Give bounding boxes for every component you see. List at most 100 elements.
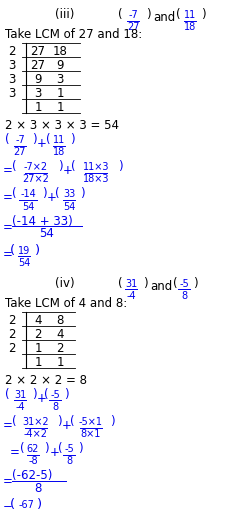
Text: 1: 1 <box>56 87 64 100</box>
Text: ): ) <box>143 277 148 290</box>
Text: 3: 3 <box>8 87 16 100</box>
Text: -7: -7 <box>15 135 25 145</box>
Text: 8: 8 <box>181 291 187 301</box>
Text: +: + <box>37 137 47 150</box>
Text: 1: 1 <box>34 101 42 114</box>
Text: 19: 19 <box>18 246 30 256</box>
Text: =: = <box>3 220 13 234</box>
Text: 31×2: 31×2 <box>23 417 49 427</box>
Text: 27: 27 <box>14 147 26 157</box>
Text: 54: 54 <box>63 202 75 212</box>
Text: (-14 + 33): (-14 + 33) <box>12 215 73 228</box>
Text: (: ( <box>10 498 15 509</box>
Text: 8: 8 <box>66 456 72 466</box>
Text: and: and <box>150 280 172 293</box>
Text: =: = <box>3 475 13 489</box>
Text: -5: -5 <box>50 390 60 400</box>
Text: ): ) <box>58 160 63 173</box>
Text: 2: 2 <box>8 45 16 58</box>
Text: -67: -67 <box>18 500 34 509</box>
Text: 54: 54 <box>40 227 55 240</box>
Text: 3: 3 <box>34 87 42 100</box>
Text: 9: 9 <box>34 73 42 86</box>
Text: 2: 2 <box>34 328 42 341</box>
Text: 31: 31 <box>125 279 137 289</box>
Text: ): ) <box>80 187 85 201</box>
Text: (: ( <box>44 388 49 401</box>
Text: 18: 18 <box>53 147 65 157</box>
Text: +: + <box>37 392 47 405</box>
Text: 8: 8 <box>56 314 64 327</box>
Text: ): ) <box>118 160 123 173</box>
Text: ): ) <box>70 133 75 146</box>
Text: -4: -4 <box>126 291 136 301</box>
Text: ): ) <box>32 388 37 401</box>
Text: (iv): (iv) <box>55 277 75 290</box>
Text: 4: 4 <box>34 314 42 327</box>
Text: 11: 11 <box>53 135 65 145</box>
Text: ): ) <box>44 442 49 455</box>
Text: 27: 27 <box>30 59 46 72</box>
Text: 9: 9 <box>56 59 64 72</box>
Text: (: ( <box>173 277 178 290</box>
Text: -4: -4 <box>15 402 25 412</box>
Text: =: = <box>10 446 20 459</box>
Text: 27×2: 27×2 <box>23 174 49 184</box>
Text: =: = <box>3 419 13 432</box>
Text: 8×1: 8×1 <box>81 429 101 439</box>
Text: 8: 8 <box>52 402 58 412</box>
Text: ): ) <box>32 133 37 146</box>
Text: 33: 33 <box>63 189 75 200</box>
Text: 2 × 3 × 3 × 3 = 54: 2 × 3 × 3 × 3 = 54 <box>5 119 119 132</box>
Text: 18×3: 18×3 <box>83 174 109 184</box>
Text: 2 × 2 × 2 = 8: 2 × 2 × 2 = 8 <box>5 374 87 387</box>
Text: =: = <box>3 191 13 205</box>
Text: =: = <box>3 164 13 177</box>
Text: 54: 54 <box>18 258 30 268</box>
Text: (: ( <box>176 8 181 21</box>
Text: (: ( <box>20 442 25 455</box>
Text: 31: 31 <box>14 390 26 400</box>
Text: 1: 1 <box>56 101 64 114</box>
Text: Take LCM of 27 and 18:: Take LCM of 27 and 18: <box>5 28 142 41</box>
Text: (: ( <box>12 415 17 428</box>
Text: +: + <box>47 191 57 205</box>
Text: -7: -7 <box>128 10 138 20</box>
Text: 3: 3 <box>8 59 16 72</box>
Text: -5: -5 <box>64 444 74 454</box>
Text: 1: 1 <box>34 356 42 369</box>
Text: ): ) <box>35 244 40 257</box>
Text: 4: 4 <box>56 328 64 341</box>
Text: 2: 2 <box>56 342 64 355</box>
Text: 54: 54 <box>22 202 34 212</box>
Text: +: + <box>50 446 60 459</box>
Text: -5: -5 <box>179 279 189 289</box>
Text: (: ( <box>58 442 63 455</box>
Text: =: = <box>3 247 13 261</box>
Text: +: + <box>62 419 72 432</box>
Text: (: ( <box>10 244 15 257</box>
Text: (: ( <box>70 415 75 428</box>
Text: ): ) <box>146 8 151 21</box>
Text: (: ( <box>12 187 17 201</box>
Text: 11×3: 11×3 <box>83 162 109 172</box>
Text: 1: 1 <box>56 356 64 369</box>
Text: (: ( <box>46 133 51 146</box>
Text: ): ) <box>42 187 47 201</box>
Text: 3: 3 <box>56 73 64 86</box>
Text: (: ( <box>118 277 123 290</box>
Text: ): ) <box>193 277 198 290</box>
Text: -5×1: -5×1 <box>79 417 103 427</box>
Text: (iii): (iii) <box>55 8 74 21</box>
Text: +: + <box>63 164 73 177</box>
Text: (: ( <box>55 187 60 201</box>
Text: 11: 11 <box>184 10 196 20</box>
Text: 18: 18 <box>53 45 67 58</box>
Text: ): ) <box>78 442 83 455</box>
Text: ): ) <box>57 415 62 428</box>
Text: (: ( <box>118 8 123 21</box>
Text: (: ( <box>5 388 10 401</box>
Text: 18: 18 <box>184 22 196 32</box>
Text: ): ) <box>110 415 115 428</box>
Text: 27: 27 <box>127 22 139 32</box>
